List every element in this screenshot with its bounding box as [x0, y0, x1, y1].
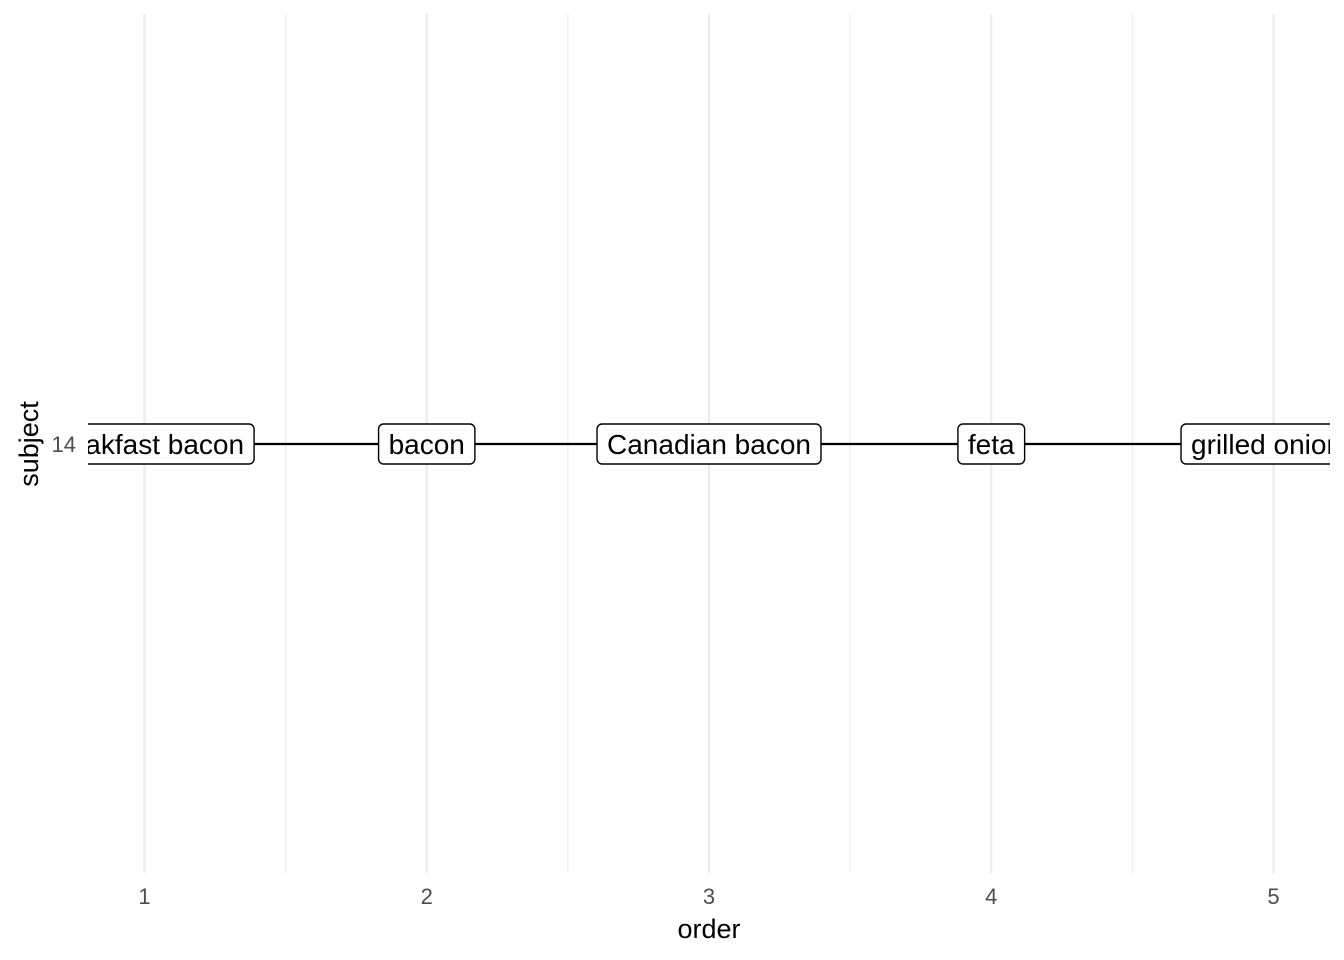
point-label-text: Canadian bacon [607, 429, 811, 460]
y-axis-title: subject [14, 401, 44, 487]
x-tick-label: 4 [985, 884, 997, 909]
point-label: grilled onions [1180, 423, 1344, 465]
point-label-box [377, 423, 476, 465]
x-tick-label: 2 [421, 884, 433, 909]
y-axis-ticks: 14 [52, 432, 76, 457]
point-label-text: bacon [389, 429, 465, 460]
point-label: breakfast bacon [45, 423, 255, 465]
point-label-text: feta [968, 429, 1015, 460]
point-label-box [596, 423, 822, 465]
point-label-text: breakfast bacon [45, 429, 244, 460]
x-tick-label: 1 [138, 884, 150, 909]
point-label-box [957, 423, 1026, 465]
point-label: feta [957, 423, 1026, 465]
point-label: Canadian bacon [596, 423, 822, 465]
x-tick-label: 3 [703, 884, 715, 909]
point-label-box [1180, 423, 1330, 465]
x-axis-title: order [677, 914, 740, 944]
x-axis-ticks: 1 2 3 4 5 [138, 884, 1279, 909]
point-label: bacon [377, 423, 476, 465]
x-tick-label: 5 [1267, 884, 1279, 909]
point-label-box [88, 423, 255, 465]
y-tick-label: 14 [52, 432, 76, 457]
point-labels: breakfast bacon bacon Canadian bacon feta gr… [45, 423, 1344, 465]
point-label-text: grilled onions [1191, 429, 1344, 460]
